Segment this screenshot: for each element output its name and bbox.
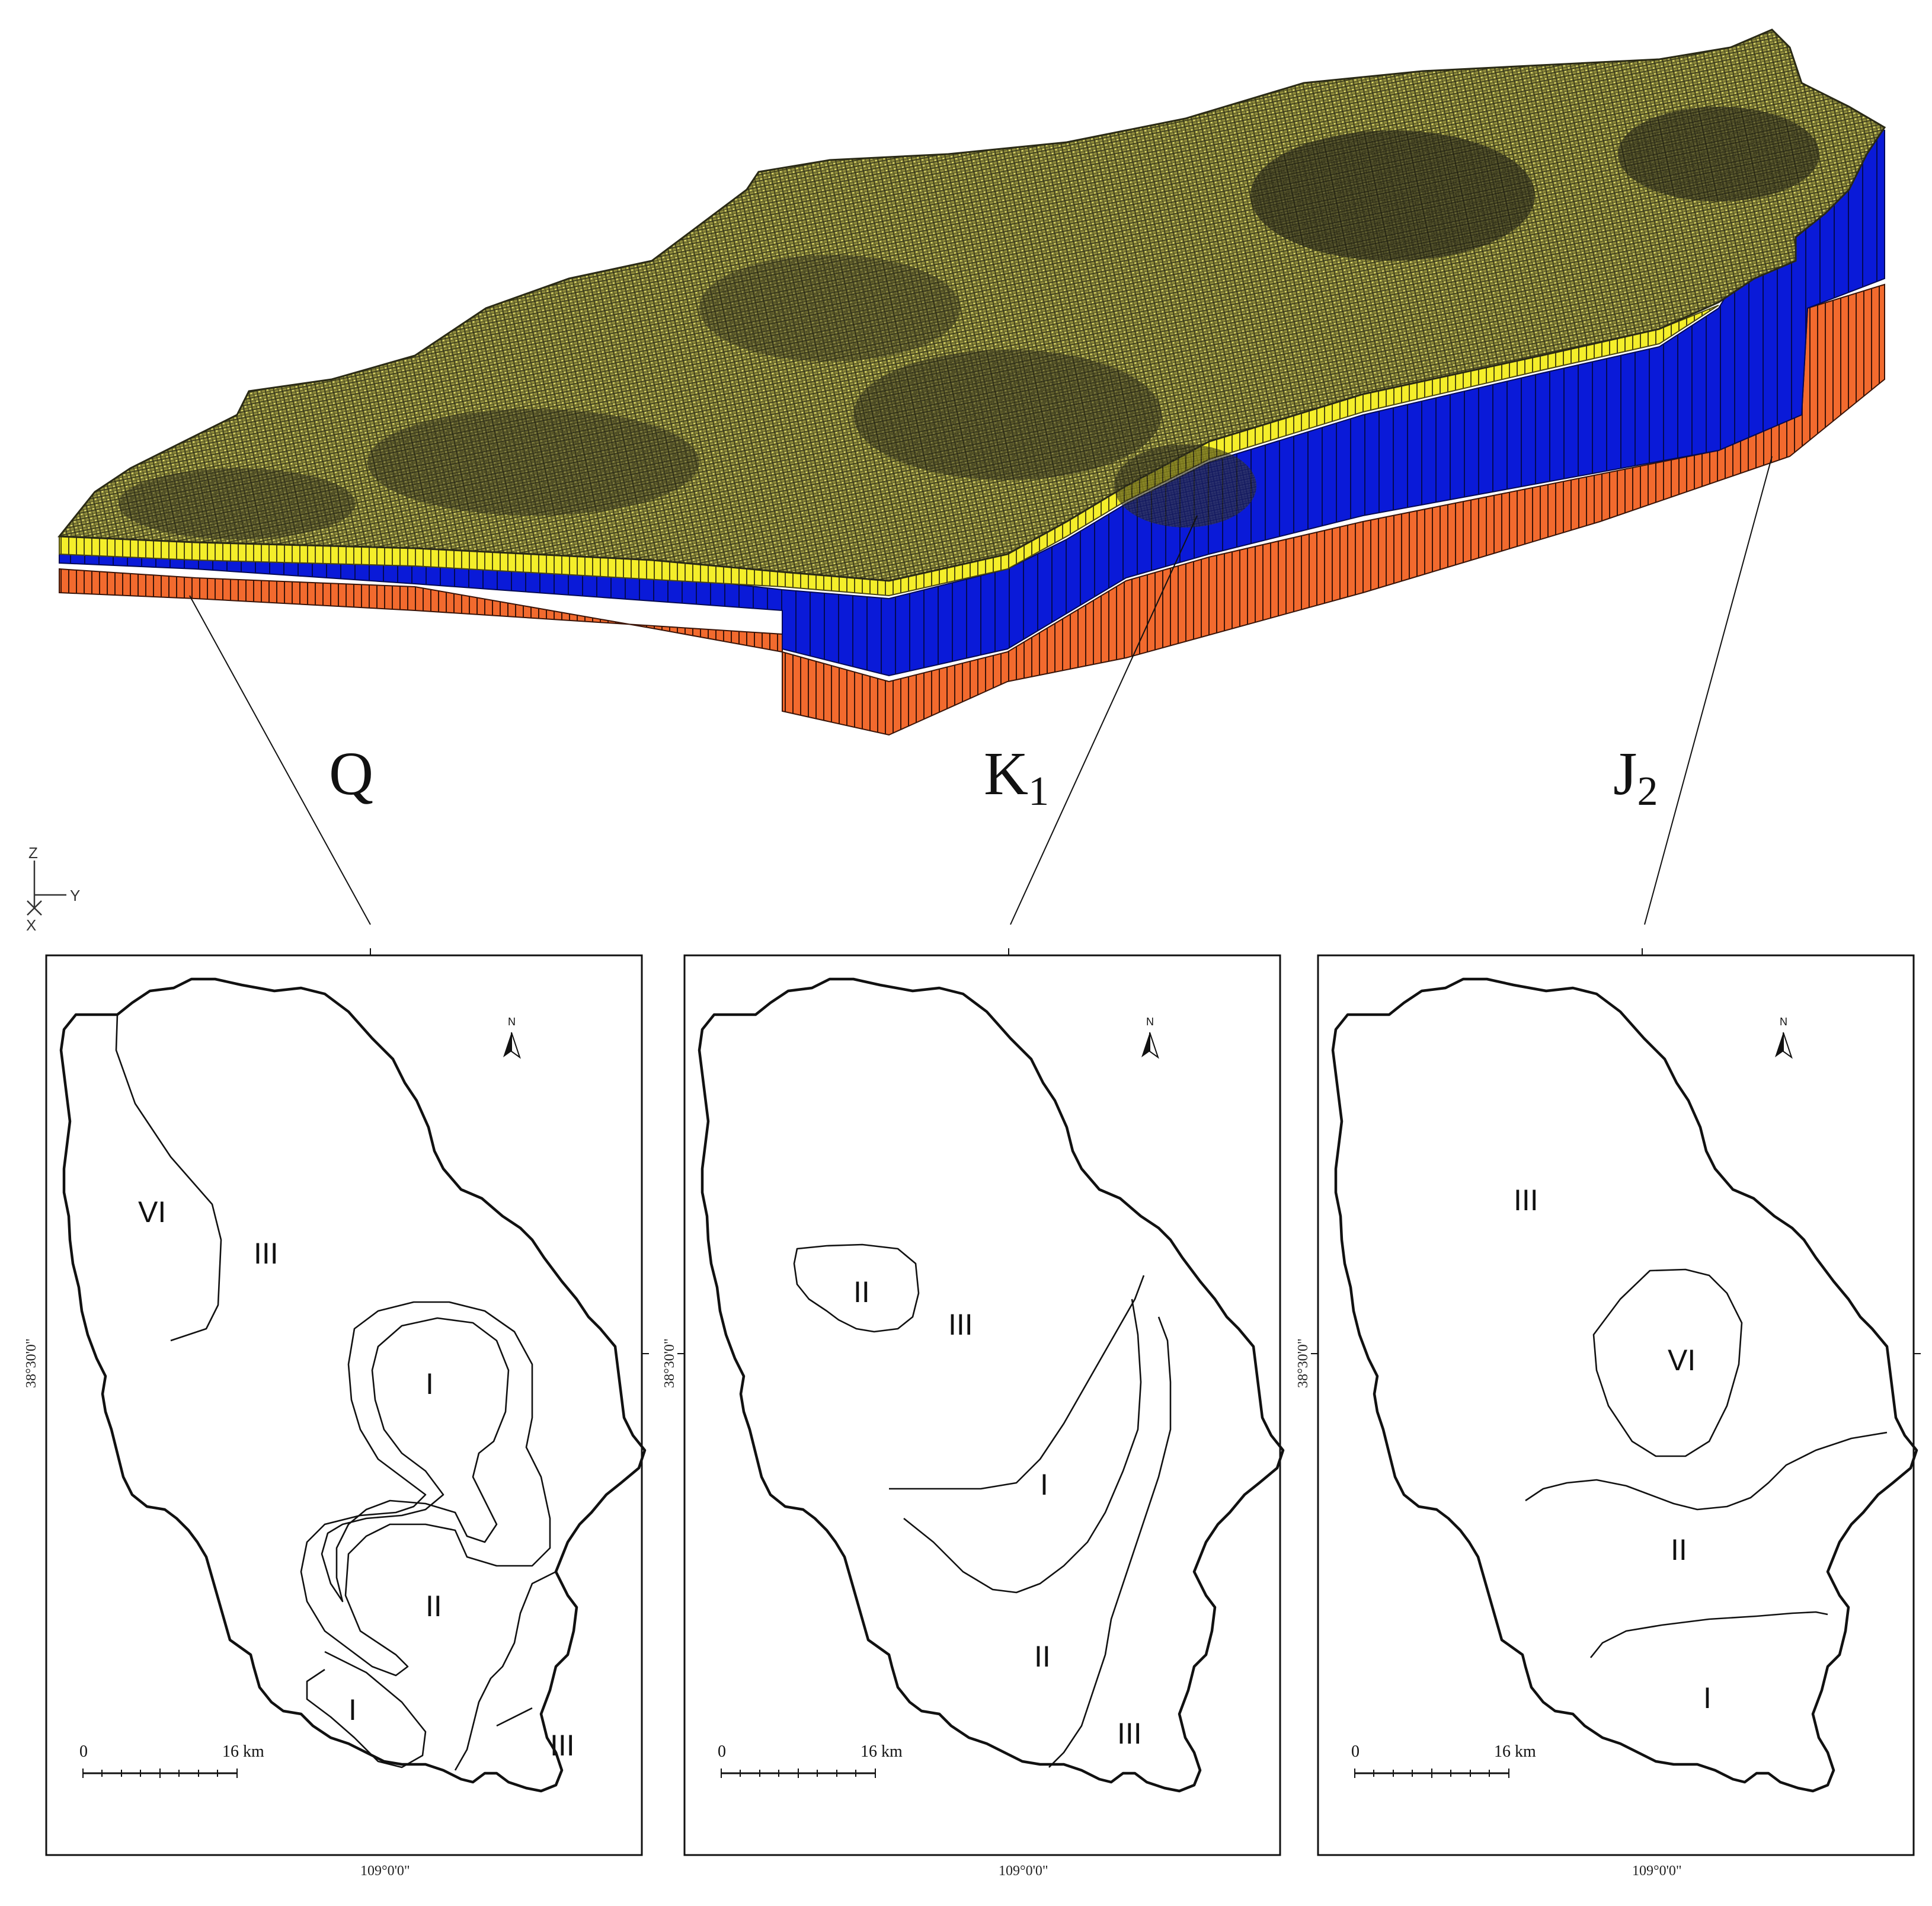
zone-line-i-inner — [321, 1317, 510, 1603]
zone-label: VI — [138, 1195, 166, 1229]
zone-line-iii-right — [1048, 1316, 1172, 1768]
zone-label: III — [550, 1729, 575, 1762]
map-panel-q: VI III I II I III N 0 16 km 109°0'0" 38° — [24, 948, 649, 1879]
zone-label: II — [1034, 1640, 1051, 1673]
map-frame — [683, 954, 1281, 1856]
zone-label: VI — [1668, 1344, 1696, 1377]
svg-text:16 km: 16 km — [1494, 1742, 1536, 1761]
scale-bar: 0 16 km — [1351, 1742, 1536, 1778]
zone-label: III — [1514, 1184, 1538, 1217]
axis-label-x: X — [26, 916, 36, 934]
layer-label-j2: J2 — [1613, 740, 1658, 814]
map-panel-j2: III VI II I N 0 16 km 109°0'0" 38°30'0" — [1296, 948, 1921, 1879]
zone-line-i-bottom — [903, 1299, 1142, 1594]
zone-label: I — [348, 1693, 357, 1726]
zone-line-ii-bottom — [1589, 1611, 1828, 1658]
map-frame — [1317, 954, 1915, 1856]
basin-boundary — [59, 977, 647, 1793]
basin-boundary — [1331, 977, 1918, 1793]
svg-text:16 km: 16 km — [861, 1742, 903, 1761]
zone-label: II — [1671, 1533, 1687, 1566]
mesh-dense-region — [699, 255, 960, 362]
basin-boundary — [698, 977, 1285, 1793]
zone-line-vi — [115, 1014, 222, 1342]
zone-label: I — [426, 1367, 434, 1400]
zone-label: III — [254, 1237, 279, 1270]
svg-text:16 km: 16 km — [222, 1742, 264, 1761]
mesh-dense-region — [1618, 107, 1819, 202]
zone-label: I — [1703, 1681, 1712, 1715]
map-panel-k1: II III I II III N 0 16 km 109°0'0" 38°30… — [662, 948, 1285, 1879]
longitude-label: 109°0'0" — [999, 1863, 1048, 1879]
leader-line-q — [189, 595, 371, 925]
zone-line-i-lower — [306, 1651, 427, 1769]
latitude-label: 38°30'0" — [24, 1338, 39, 1388]
svg-text:N: N — [1780, 1016, 1787, 1028]
zone-label: III — [1117, 1717, 1142, 1750]
north-arrow: N — [1141, 1016, 1159, 1059]
axis-label-z: Z — [28, 844, 38, 862]
layer-label-q: Q — [329, 740, 373, 808]
longitude-label: 109°0'0" — [360, 1863, 410, 1879]
zone-label: I — [1040, 1468, 1048, 1501]
latitude-label: 38°30'0" — [662, 1338, 677, 1388]
north-arrow: N — [1775, 1016, 1793, 1059]
mesh-dense-region — [367, 409, 699, 516]
svg-text:N: N — [508, 1016, 516, 1028]
zone-line-i-upper — [300, 1301, 551, 1677]
leader-line-j2 — [1644, 456, 1773, 925]
zone-leader-iii — [496, 1707, 533, 1727]
svg-text:0: 0 — [718, 1742, 726, 1761]
mesh-dense-region — [1114, 444, 1256, 527]
scale-bar: 0 16 km — [718, 1742, 903, 1778]
mesh-dense-region — [1250, 130, 1535, 261]
zone-label: II — [426, 1590, 442, 1623]
svg-text:0: 0 — [1351, 1742, 1360, 1761]
svg-text:0: 0 — [79, 1742, 88, 1761]
zone-line-i-top — [889, 1275, 1145, 1490]
zone-line-ii-inner — [793, 1243, 920, 1333]
zone-line-iii-lower — [454, 1571, 556, 1771]
svg-text:N: N — [1146, 1016, 1154, 1028]
zone-label: III — [948, 1308, 973, 1341]
zone-line-ii-top — [1525, 1431, 1888, 1511]
latitude-label: 38°30'0" — [1296, 1338, 1311, 1388]
longitude-label: 109°0'0" — [1632, 1863, 1682, 1879]
leader-line-k1 — [1010, 515, 1198, 925]
north-arrow: N — [503, 1016, 521, 1059]
3d-groundwater-model — [57, 28, 1886, 736]
map-frame — [45, 954, 643, 1856]
axis-triad: Z Y X — [26, 844, 80, 934]
mesh-dense-region — [853, 350, 1162, 480]
zone-line-vi-oval — [1592, 1268, 1743, 1457]
scale-bar: 0 16 km — [79, 1742, 264, 1778]
layer-label-k1: K1 — [984, 740, 1049, 814]
zone-label: II — [853, 1275, 870, 1309]
axis-label-y: Y — [70, 887, 80, 904]
mesh-dense-region — [119, 468, 356, 539]
